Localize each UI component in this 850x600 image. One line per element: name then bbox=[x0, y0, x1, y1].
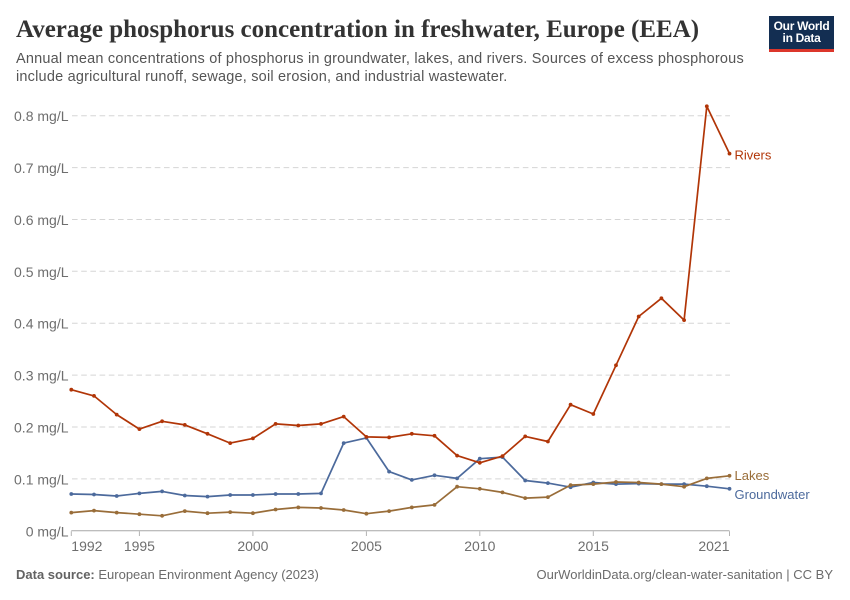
svg-text:0.1 mg/L: 0.1 mg/L bbox=[14, 471, 69, 487]
svg-text:2010: 2010 bbox=[464, 538, 495, 554]
svg-text:2021: 2021 bbox=[698, 538, 729, 554]
svg-text:0.8 mg/L: 0.8 mg/L bbox=[14, 108, 69, 124]
svg-text:Lakes: Lakes bbox=[735, 468, 770, 483]
svg-text:0.5 mg/L: 0.5 mg/L bbox=[14, 264, 69, 280]
svg-text:Groundwater: Groundwater bbox=[735, 487, 811, 502]
svg-text:0.6 mg/L: 0.6 mg/L bbox=[14, 212, 69, 228]
svg-text:2015: 2015 bbox=[578, 538, 609, 554]
svg-text:0.7 mg/L: 0.7 mg/L bbox=[14, 160, 69, 176]
svg-text:2000: 2000 bbox=[237, 538, 268, 554]
svg-text:1995: 1995 bbox=[124, 538, 155, 554]
svg-text:2005: 2005 bbox=[351, 538, 382, 554]
svg-text:0.2 mg/L: 0.2 mg/L bbox=[14, 420, 69, 436]
svg-text:Rivers: Rivers bbox=[735, 148, 772, 163]
svg-text:0.3 mg/L: 0.3 mg/L bbox=[14, 368, 69, 384]
svg-text:0 mg/L: 0 mg/L bbox=[26, 523, 69, 539]
svg-text:0.4 mg/L: 0.4 mg/L bbox=[14, 316, 69, 332]
svg-text:1992: 1992 bbox=[71, 538, 102, 554]
